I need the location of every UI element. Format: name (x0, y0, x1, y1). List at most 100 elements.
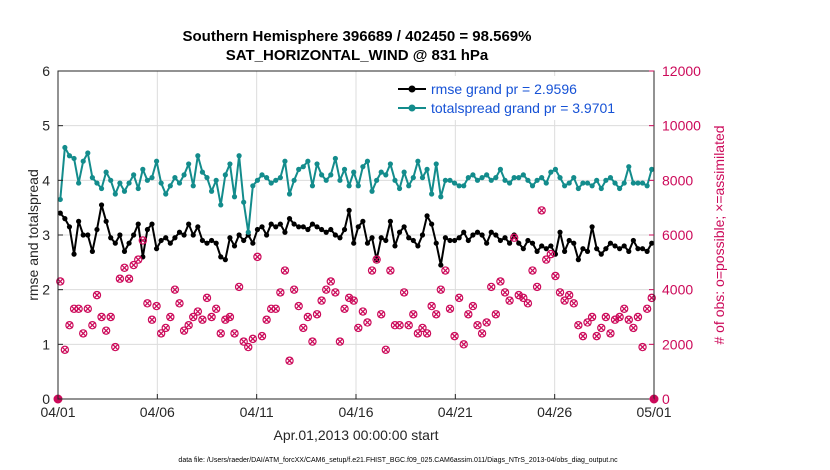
obs-possible-marker (92, 290, 102, 300)
totalspread-point (575, 185, 581, 192)
rmse-point (438, 262, 444, 268)
rmse-point (621, 243, 627, 249)
obs-assimilated-marker (400, 288, 408, 296)
obs-assimilated-marker (111, 343, 119, 351)
obs-assimilated-marker (441, 267, 449, 274)
rmse-point (584, 248, 591, 254)
obs-assimilated-marker (331, 288, 339, 296)
obs-point (211, 304, 221, 313)
obs-possible-marker (404, 321, 413, 330)
rmse-point (98, 202, 105, 208)
rmse-point (195, 224, 201, 230)
obs-point (587, 312, 597, 322)
obs-point (88, 321, 97, 330)
obs-possible-marker (234, 282, 244, 292)
obs-point (459, 340, 468, 349)
obs-possible-marker (542, 255, 551, 264)
rmse-point (360, 218, 366, 224)
totalspread-point (328, 172, 334, 178)
obs-point (285, 356, 294, 365)
obs-point (179, 326, 189, 335)
obs-point (253, 252, 262, 262)
obs-assimilated-marker (533, 283, 541, 291)
rmse-point (153, 246, 160, 252)
totalspread-point (186, 161, 192, 167)
obs-possible-marker (60, 345, 70, 354)
obs-possible-marker (509, 233, 519, 242)
obs-assimilated-marker (579, 332, 587, 340)
obs-point (65, 321, 74, 330)
x-axis-label: Apr.01,2013 00:00:00 start (273, 427, 438, 443)
rmse-point (314, 224, 320, 230)
rmse-point (410, 237, 416, 244)
totalspread-point (66, 153, 73, 159)
totalspread-point (241, 199, 247, 205)
obs-assimilated-marker (510, 234, 518, 242)
obs-assimilated-marker (336, 338, 344, 346)
obs-assimilated-marker (318, 297, 326, 305)
obs-assimilated-marker (226, 313, 234, 321)
rmse-point (534, 248, 540, 254)
totalspread-point (89, 175, 95, 181)
obs-point (257, 331, 267, 341)
obs-assimilated-marker (359, 308, 367, 315)
obs-assimilated-marker (354, 324, 362, 332)
obs-possible-marker (312, 310, 322, 319)
totalspread-point (447, 177, 453, 183)
obs-assimilated-marker (611, 316, 619, 324)
obs-possible-marker (79, 329, 88, 338)
totalspread-point (222, 172, 228, 178)
obs-possible-marker (496, 277, 505, 286)
rmse-point (557, 229, 563, 235)
obs-point (317, 296, 326, 305)
obs-assimilated-marker (551, 272, 559, 280)
totalspread-point (264, 175, 270, 181)
obs-assimilated-marker (460, 340, 468, 348)
obs-possible-marker (482, 318, 491, 327)
obs-assimilated-marker (125, 275, 133, 283)
y2-tick-label: 8000 (662, 172, 693, 188)
obs-point (147, 315, 157, 324)
obs-possible-marker (299, 323, 308, 333)
y2-tick-label: 2000 (662, 336, 693, 352)
obs-assimilated-marker (263, 316, 271, 324)
totalspread-point (415, 158, 421, 164)
obs-possible-marker (386, 266, 395, 275)
rmse-point (451, 237, 458, 244)
totalspread-point (213, 177, 219, 183)
totalspread-point (158, 180, 164, 186)
obs-possible-marker (390, 321, 400, 330)
obs-point (161, 323, 170, 333)
obs-assimilated-marker (451, 332, 459, 340)
rmse-point (264, 232, 270, 238)
totalspread-point (121, 188, 128, 194)
legend-rmse-label: rmse grand pr = 2.9596 (431, 81, 577, 97)
obs-assimilated-marker (272, 305, 280, 313)
obs-point (234, 282, 244, 292)
obs-possible-marker (436, 285, 446, 294)
obs-assimilated-marker (515, 291, 523, 299)
obs-assimilated-marker (130, 261, 138, 269)
obs-possible-marker (372, 255, 381, 264)
obs-possible-marker (344, 293, 354, 303)
totalspread-point (488, 177, 494, 183)
obs-point (578, 331, 588, 341)
obs-assimilated-marker (584, 319, 591, 326)
obs-assimilated-marker (66, 321, 73, 329)
obs-possible-marker (147, 315, 157, 324)
obs-possible-marker (276, 288, 285, 297)
obs-possible-marker (615, 312, 624, 322)
rmse-point (598, 251, 604, 257)
obs-point (271, 304, 280, 313)
obs-possible-marker (454, 293, 464, 303)
obs-possible-marker (409, 310, 418, 319)
totalspread-point (172, 175, 178, 181)
rmse-point (176, 229, 183, 235)
data-file-footnote: data file: /Users/raeder/DAI/ATM_forcXX/… (178, 457, 618, 464)
rmse-point (442, 235, 448, 241)
obs-possible-marker (519, 293, 528, 303)
totalspread-point (516, 175, 522, 181)
rmse-point (341, 226, 348, 233)
x-tick-label: 04/01 (40, 404, 75, 420)
rmse-point (323, 229, 329, 235)
